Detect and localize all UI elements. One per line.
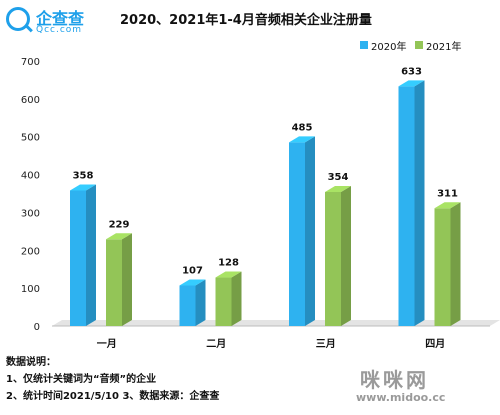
y-tick-label: 700 [21, 57, 40, 68]
y-tick-label: 400 [21, 171, 40, 182]
watermark-url: www.midoo.cc [356, 391, 446, 404]
y-tick-label: 200 [21, 246, 40, 257]
x-tick-label: 四月 [425, 338, 445, 350]
bar-top [289, 136, 315, 143]
x-tick-label: 一月 [97, 338, 117, 350]
y-tick-label: 300 [21, 208, 40, 219]
y-tick-label: 0 [34, 322, 40, 333]
legend-swatch-2021 [415, 41, 423, 49]
bar-front [398, 86, 415, 326]
data-label: 485 [292, 122, 313, 133]
bar-top [70, 184, 96, 191]
chart-title: 2020、2021年1-4月音频相关企业注册量 [120, 13, 372, 28]
x-tick-label: 三月 [316, 338, 336, 350]
data-label: 229 [109, 219, 130, 230]
bar-top [398, 80, 425, 87]
bar-top [179, 279, 206, 286]
bar-top [434, 202, 461, 209]
y-tick-label: 100 [21, 284, 40, 295]
bar-front [70, 190, 86, 326]
legend-swatch-2020 [360, 41, 368, 49]
bar-front [325, 191, 341, 326]
bar-top [325, 185, 351, 192]
company-logo: 企查查 Qcc.com [6, 4, 102, 38]
bar-side [122, 233, 132, 326]
watermark-text: 咪咪网 [360, 368, 429, 392]
data-label: 128 [218, 258, 239, 269]
notes-line-1: 1、仅统计关键词为“音频”的企业 [6, 374, 157, 385]
y-tick-label: 600 [21, 95, 40, 106]
bar-side [86, 184, 96, 326]
bar-front [289, 142, 305, 326]
bar-top [106, 233, 132, 240]
notes-heading: 数据说明： [6, 357, 56, 368]
logo-domain: Qcc.com [36, 25, 83, 35]
logo-name: 企查查 [36, 9, 85, 28]
x-tick-label: 二月 [206, 338, 226, 350]
bar-side [450, 202, 461, 326]
data-label: 633 [401, 66, 422, 77]
bar-front [215, 277, 232, 326]
bar-side [195, 279, 206, 326]
bar-side [231, 271, 242, 326]
bar-side [414, 80, 425, 326]
bar-side [305, 136, 315, 326]
y-tick-label: 500 [21, 133, 40, 144]
data-label: 107 [182, 265, 203, 276]
data-label: 358 [73, 170, 94, 181]
notes-line-2: 2、统计时间2021/5/10 3、数据来源：企查查 [6, 391, 220, 402]
chart-floor [52, 320, 500, 326]
data-label: 311 [437, 188, 458, 199]
legend-label-2020: 2020年 [371, 42, 407, 53]
bar-top [215, 271, 242, 278]
bar-front [106, 239, 122, 326]
bar-side [341, 185, 351, 326]
magnifier-icon [6, 7, 30, 31]
data-notes: 数据说明： 1、仅统计关键词为“音频”的企业 2、统计时间2021/5/10 3… [6, 354, 219, 405]
bar-front [179, 285, 196, 326]
bar-front [434, 208, 451, 326]
data-label: 354 [328, 172, 349, 183]
legend-label-2021: 2021年 [426, 42, 462, 53]
